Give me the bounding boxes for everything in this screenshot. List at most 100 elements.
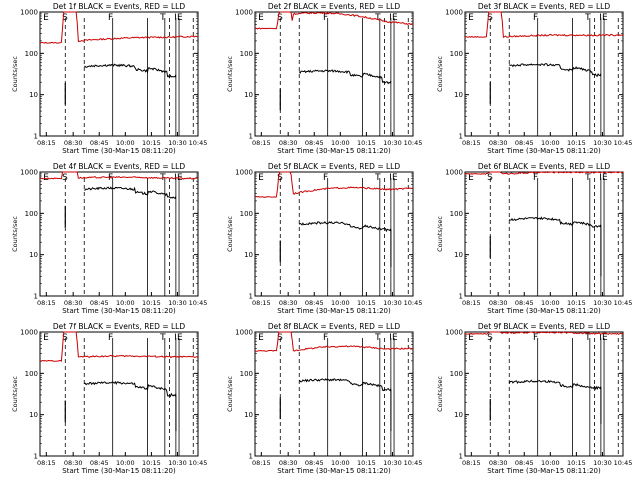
x-tick-label: 08:30 (489, 299, 508, 307)
x-axis-label: Start Time (30-Mar-15 08:11:20) (487, 467, 601, 475)
y-tick-label: 1 (34, 293, 38, 301)
y-tick-label: 10 (29, 411, 38, 419)
x-tick-label: 10:45 (614, 459, 633, 467)
panel-7: Det 7f BLACK = Events, RED = LLD 1 10 100 10… (11, 322, 207, 475)
lld-series-line (254, 331, 414, 352)
y-tick-label: 1000 (235, 329, 253, 337)
x-tick-label: 10:30 (168, 299, 187, 307)
x-tick-label: 10:00 (116, 299, 135, 307)
plot-frame (464, 171, 624, 297)
y-tick-label: 10 (454, 411, 463, 419)
y-tick-label: 10 (244, 91, 253, 99)
panel-title: Det 4f BLACK = Events, RED = LLD (53, 162, 186, 171)
x-tick-label: 10:30 (593, 139, 612, 147)
x-axis-label: Start Time (30-Mar-15 08:11:20) (277, 467, 391, 475)
x-tick-label: 10:00 (331, 459, 350, 467)
interval-marker-label: T (374, 333, 381, 343)
events-series-line (84, 63, 177, 79)
interval-marker-label: F (108, 13, 113, 23)
y-tick-label: 10 (29, 91, 38, 99)
x-axis-label: Start Time (30-Mar-15 08:11:20) (487, 147, 601, 155)
x-tick-label: 08:15 (252, 459, 271, 467)
panel-2: Det 2f BLACK = Events, RED = LLD 1 10 100 10… (226, 2, 422, 155)
x-tick-label: 08:45 (515, 299, 534, 307)
x-tick-label: 10:00 (116, 459, 135, 467)
x-tick-label: 08:30 (489, 459, 508, 467)
events-series-line (508, 63, 602, 77)
y-tick-label: 1000 (20, 329, 38, 337)
interval-marker-label: F (533, 13, 538, 23)
interval-marker-label: T (159, 13, 166, 23)
y-tick-label: 100 (25, 210, 38, 218)
y-axis-label: Counts/sec (436, 216, 444, 252)
x-tick-label: 08:45 (90, 299, 109, 307)
x-axis-label: Start Time (30-Mar-15 08:11:20) (277, 307, 391, 315)
y-axis-label: Counts/sec (226, 56, 234, 92)
x-tick-label: 10:15 (357, 299, 376, 307)
interval-marker-label: F (323, 173, 328, 183)
x-tick-label: 10:45 (404, 299, 423, 307)
interval-marker-label: E (468, 333, 474, 343)
x-axis-label: Start Time (30-Mar-15 08:11:20) (62, 147, 176, 155)
x-tick-label: 08:30 (489, 139, 508, 147)
plot-frame (39, 11, 199, 137)
x-tick-label: 10:15 (567, 299, 586, 307)
y-tick-label: 100 (450, 210, 463, 218)
interval-marker-label: S (62, 173, 68, 183)
y-tick-label: 100 (240, 210, 253, 218)
x-tick-label: 08:30 (279, 299, 298, 307)
interval-marker-label: S (62, 333, 68, 343)
interval-marker-label: IE (389, 13, 398, 23)
x-tick-label: 08:30 (64, 139, 83, 147)
interval-marker-label: F (108, 333, 113, 343)
y-tick-label: 10 (454, 251, 463, 259)
events-series-line (84, 186, 177, 199)
y-tick-label: 100 (240, 370, 253, 378)
y-tick-label: 100 (450, 50, 463, 58)
interval-marker-label: T (374, 173, 381, 183)
x-tick-label: 08:30 (279, 139, 298, 147)
x-axis-label: Start Time (30-Mar-15 08:11:20) (62, 307, 176, 315)
plot-frame (464, 331, 624, 457)
plot-frame (254, 171, 414, 297)
y-tick-label: 100 (450, 370, 463, 378)
y-axis-label: Counts/sec (436, 56, 444, 92)
interval-marker-label: S (277, 13, 283, 23)
panel-title: Det 2f BLACK = Events, RED = LLD (268, 2, 401, 11)
interval-marker-label: S (487, 333, 493, 343)
events-series-line (508, 216, 602, 228)
x-tick-label: 10:30 (383, 139, 402, 147)
y-tick-label: 10 (454, 91, 463, 99)
y-tick-label: 1 (34, 133, 38, 141)
x-tick-label: 10:30 (168, 459, 187, 467)
interval-marker-label: T (584, 333, 591, 343)
x-tick-label: 10:15 (357, 139, 376, 147)
interval-marker-label: E (43, 173, 49, 183)
interval-marker-label: F (323, 333, 328, 343)
x-tick-label: 10:30 (383, 459, 402, 467)
x-tick-label: 08:15 (462, 299, 481, 307)
panel-title: Det 9f BLACK = Events, RED = LLD (478, 322, 611, 331)
panel-title: Det 1f BLACK = Events, RED = LLD (53, 2, 186, 11)
interval-marker-label: S (62, 13, 68, 23)
x-tick-label: 08:30 (64, 299, 83, 307)
interval-marker-label: IE (599, 173, 608, 183)
y-axis-label: Counts/sec (436, 376, 444, 412)
x-axis-label: Start Time (30-Mar-15 08:11:20) (487, 307, 601, 315)
lld-series-line (254, 11, 414, 30)
interval-marker-label: T (374, 13, 381, 23)
x-tick-label: 10:45 (404, 139, 423, 147)
interval-marker-label: IE (599, 13, 608, 23)
lld-series-line (39, 11, 199, 44)
lld-series-line (464, 171, 624, 175)
lld-series-line (464, 11, 624, 38)
x-tick-label: 10:30 (593, 299, 612, 307)
interval-marker-label: T (159, 333, 166, 343)
x-tick-label: 10:30 (593, 459, 612, 467)
y-tick-label: 10 (244, 411, 253, 419)
y-tick-label: 1 (249, 133, 253, 141)
x-tick-label: 08:15 (37, 299, 56, 307)
interval-marker-label: F (533, 333, 538, 343)
y-tick-label: 1 (249, 293, 253, 301)
lld-series-line (39, 171, 199, 180)
